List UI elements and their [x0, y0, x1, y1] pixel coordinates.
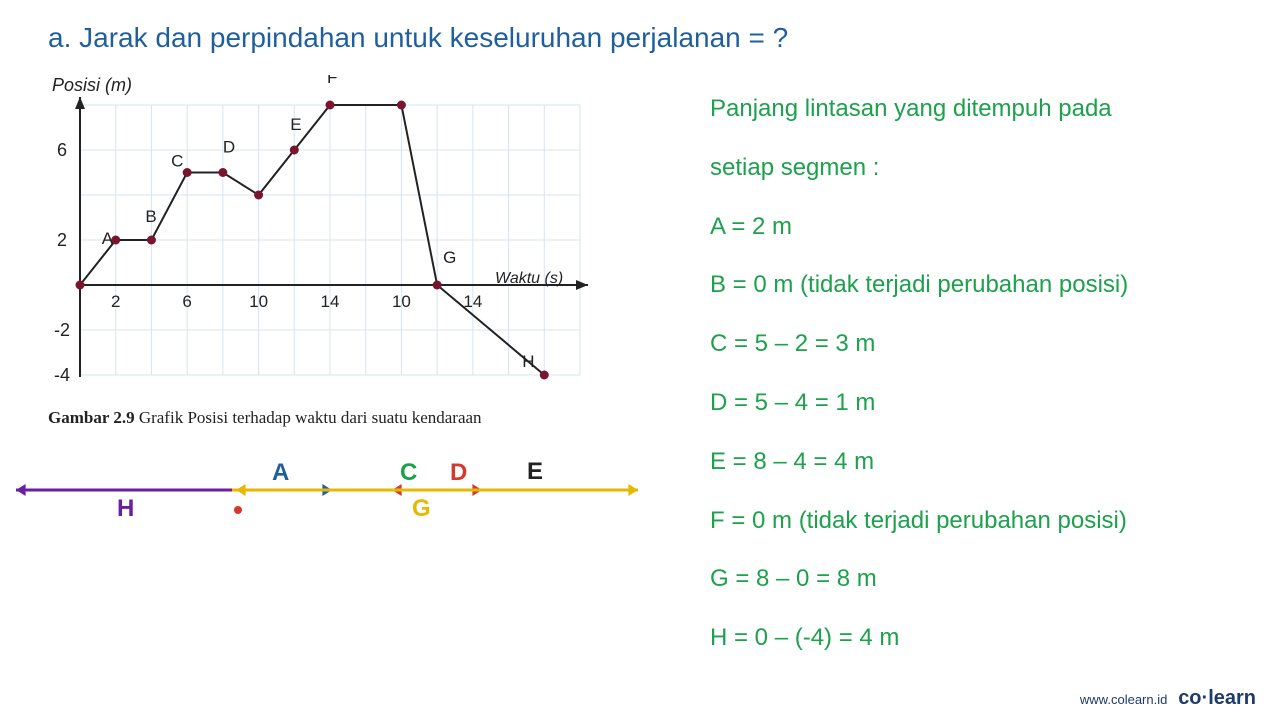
segment-5: F = 0 m (tidak terjadi perubahan posisi)	[710, 492, 1270, 551]
svg-text:E: E	[290, 115, 301, 134]
svg-text:A: A	[272, 459, 289, 486]
figure-caption: Gambar 2.9 Grafik Posisi terhadap waktu …	[48, 408, 482, 428]
chart-x-axis-label: Waktu (s)	[495, 270, 563, 288]
segment-4: E = 8 – 4 = 4 m	[710, 433, 1270, 492]
svg-text:D: D	[450, 459, 467, 486]
svg-text:D: D	[223, 138, 235, 157]
footer: www.colearn.id co·learn	[1080, 687, 1256, 710]
svg-text:6: 6	[182, 292, 191, 311]
segment-6: G = 8 – 0 = 8 m	[710, 550, 1270, 609]
footer-brand: co·learn	[1178, 687, 1256, 709]
caption-text: Grafik Posisi terhadap waktu dari suatu …	[135, 408, 482, 427]
svg-text:A: A	[102, 229, 114, 248]
svg-text:G: G	[412, 495, 431, 522]
svg-text:B: B	[145, 207, 156, 226]
svg-text:2: 2	[57, 230, 67, 250]
svg-text:G: G	[443, 248, 456, 267]
segment-3: D = 5 – 4 = 1 m	[710, 374, 1270, 433]
svg-text:H: H	[522, 352, 534, 371]
caption-figure-number: Gambar 2.9	[48, 408, 135, 427]
svg-text:H: H	[117, 495, 134, 522]
svg-text:E: E	[527, 458, 543, 485]
svg-text:C: C	[400, 459, 417, 486]
segment-0: A = 2 m	[710, 198, 1270, 257]
chart-svg: -4-2262610141014ABCDEFGH	[40, 75, 600, 395]
explain-header-1: Panjang lintasan yang ditempuh pada	[710, 80, 1270, 139]
footer-url: www.colearn.id	[1080, 692, 1167, 707]
numberline-svg: H A C D E G	[12, 450, 652, 540]
explain-header-2: setiap segmen :	[710, 139, 1270, 198]
number-line-diagram: H A C D E G	[12, 450, 652, 540]
segment-2: C = 5 – 2 = 3 m	[710, 315, 1270, 374]
svg-text:-2: -2	[54, 320, 70, 340]
segment-7: H = 0 – (-4) = 4 m	[710, 609, 1270, 668]
svg-text:10: 10	[249, 292, 268, 311]
svg-text:C: C	[171, 152, 183, 171]
svg-text:F: F	[327, 75, 337, 87]
svg-text:10: 10	[392, 292, 411, 311]
svg-text:-4: -4	[54, 365, 70, 385]
explanation-panel: Panjang lintasan yang ditempuh pada seti…	[710, 80, 1270, 668]
chart-y-axis-label: Posisi (m)	[52, 75, 132, 96]
svg-text:2: 2	[111, 292, 120, 311]
segment-list: A = 2 mB = 0 m (tidak terjadi perubahan …	[710, 198, 1270, 668]
page-title: a. Jarak dan perpindahan untuk keseluruh…	[48, 22, 788, 54]
segment-1: B = 0 m (tidak terjadi perubahan posisi)	[710, 256, 1270, 315]
position-time-chart: Posisi (m) Waktu (s) -4-2262610141014ABC…	[40, 75, 600, 395]
svg-text:14: 14	[321, 292, 340, 311]
svg-text:6: 6	[57, 140, 67, 160]
